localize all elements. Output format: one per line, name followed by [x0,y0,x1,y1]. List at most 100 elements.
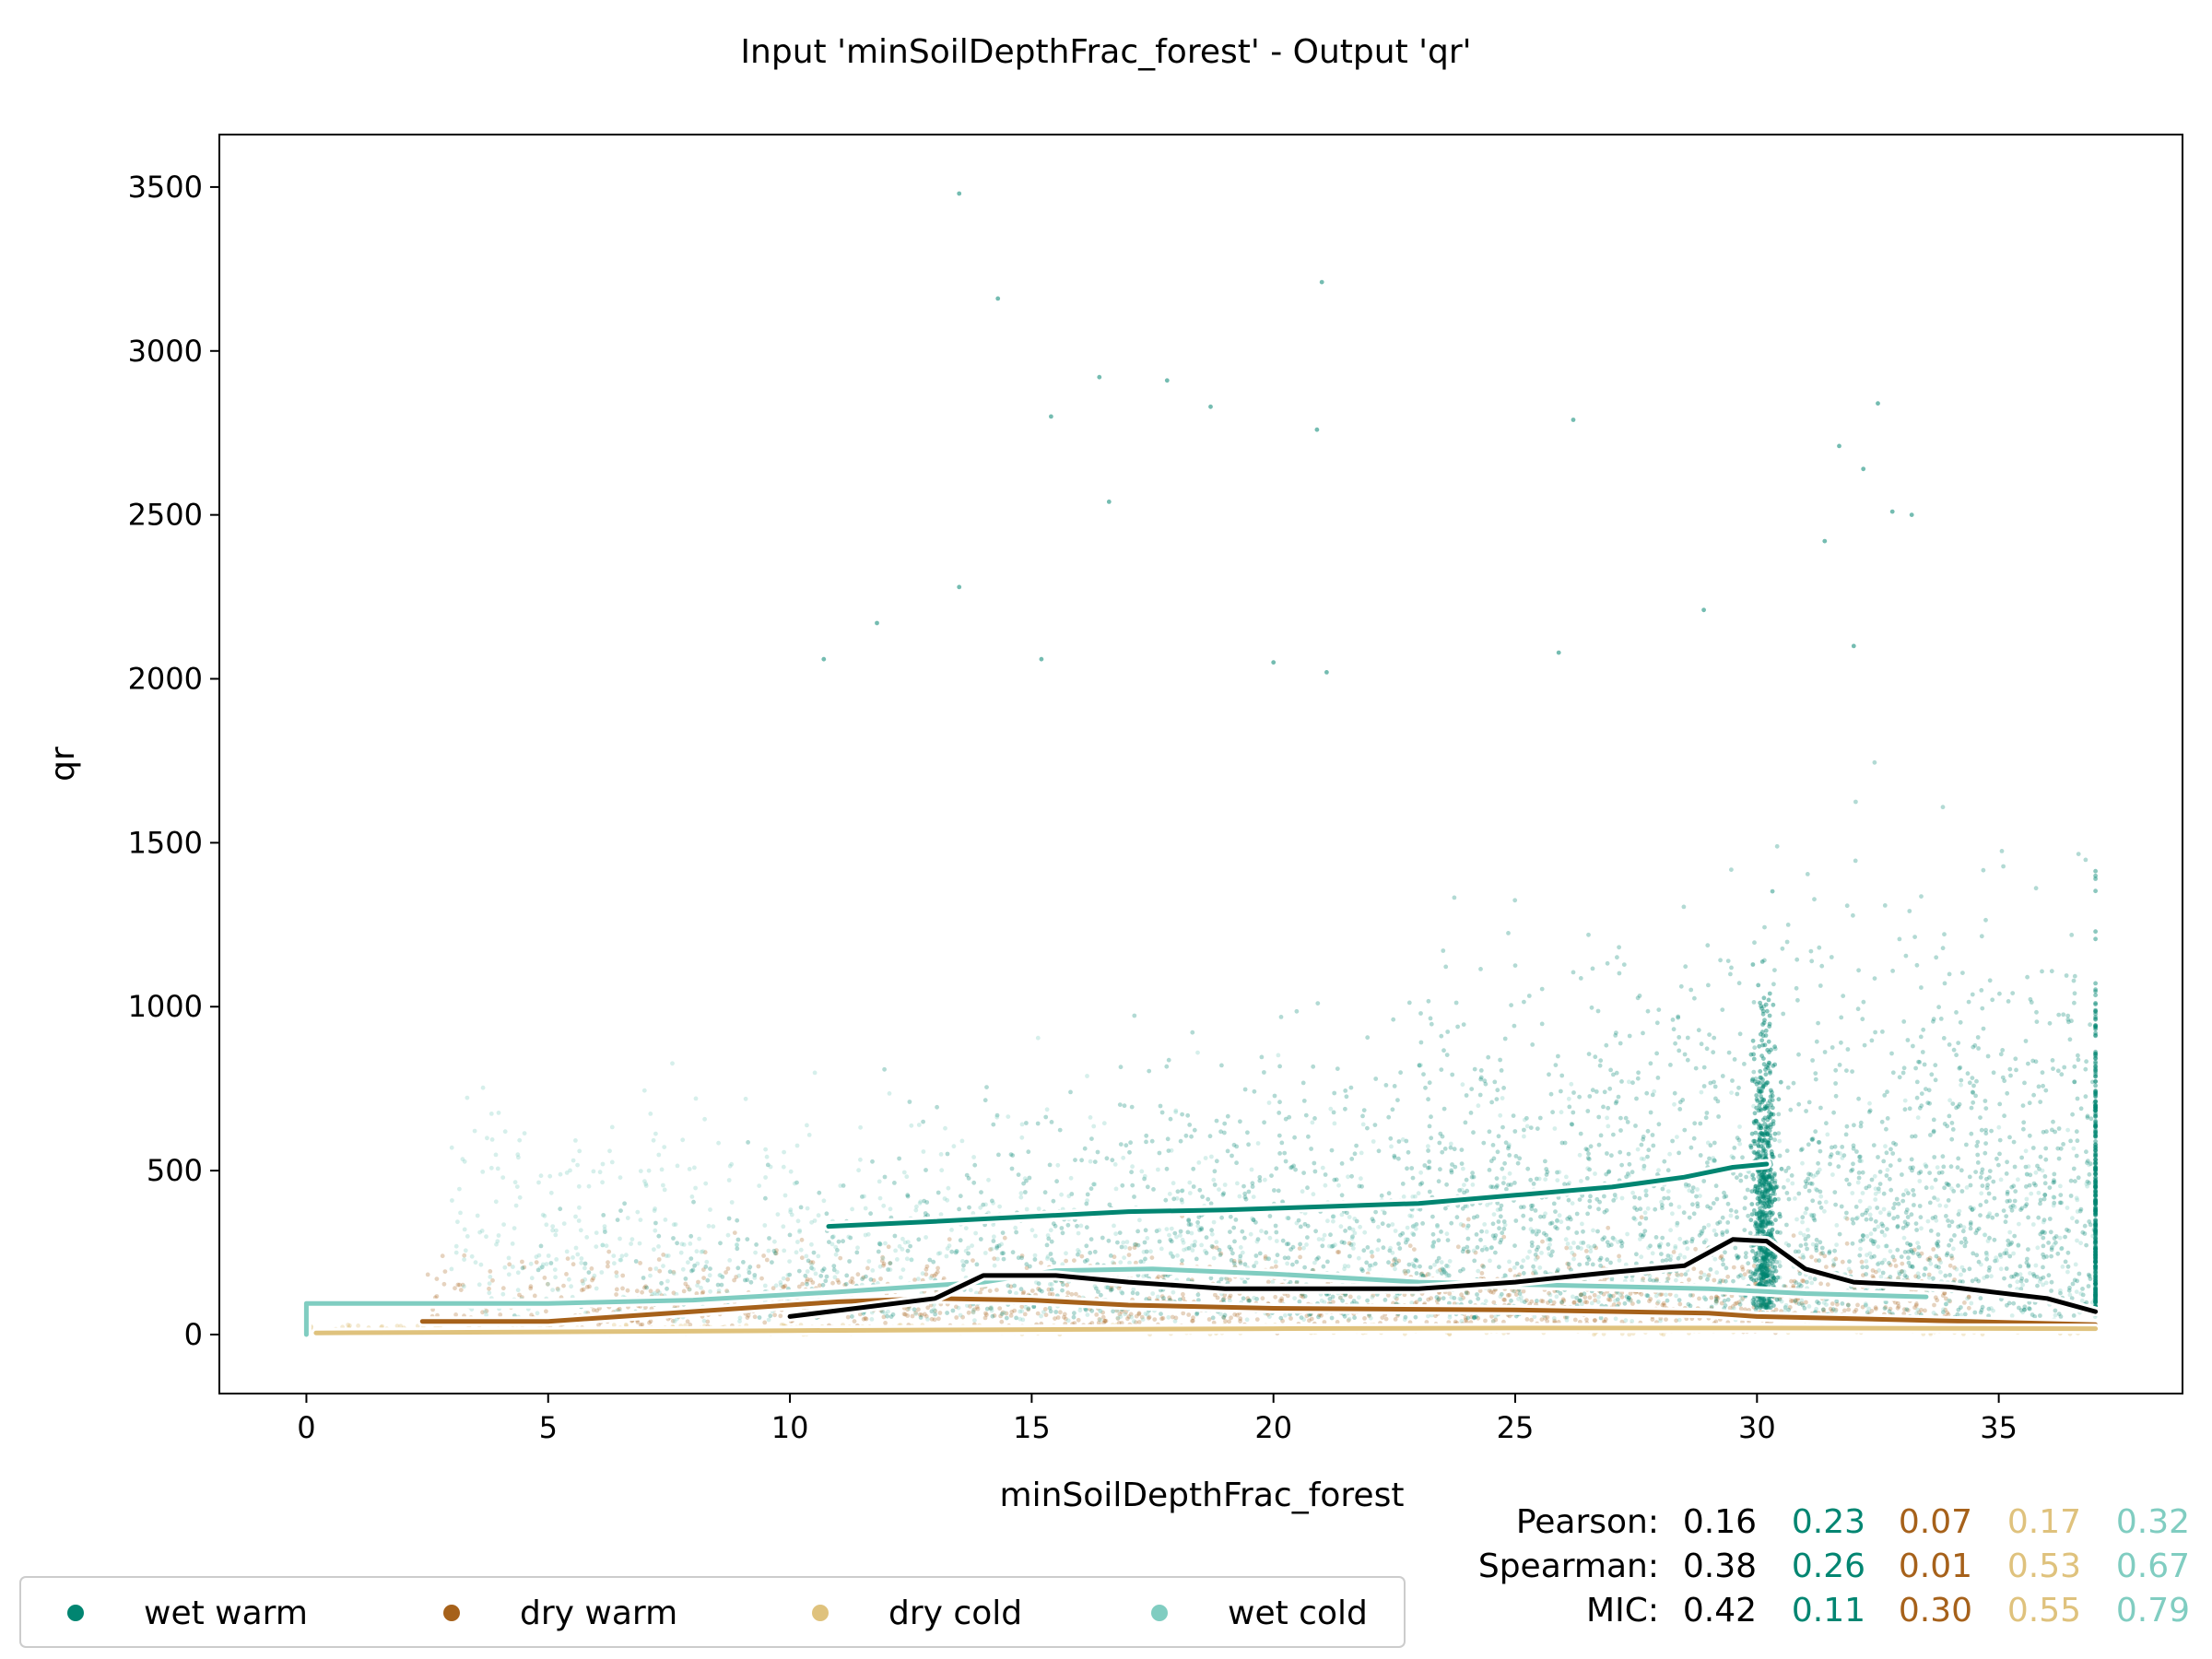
scatter-point [1772,1137,1777,1143]
scatter-point [513,1203,519,1208]
scatter-point [1662,1159,1667,1164]
scatter-point [1671,1250,1677,1254]
scatter-point [1944,1214,1948,1218]
scatter-point [1163,1197,1169,1203]
scatter-point [792,1181,797,1186]
scatter-point [1978,1115,1983,1120]
scatter-point [1213,1292,1218,1298]
scatter-point [620,1286,625,1291]
scatter-point [1736,1085,1741,1090]
scatter-point [1328,1106,1334,1112]
scatter-point [1273,1223,1278,1229]
scatter-point [1795,997,1800,1003]
scatter-point [1531,1264,1535,1269]
scatter-point [1427,1272,1431,1277]
scatter-point [1877,1182,1883,1186]
scatter-point [653,1228,658,1233]
scatter-point [1566,1226,1571,1230]
scatter-point [2080,1230,2086,1235]
scatter-point [2007,1230,2013,1235]
scatter-point [1955,1312,1960,1317]
scatter-point [1180,1112,1184,1117]
scatter-point [1024,1178,1029,1183]
scatter-point [1305,1223,1311,1229]
scatter-point [1051,1221,1056,1227]
scatter-point [1325,1259,1330,1265]
scatter-point [1796,1052,1801,1057]
scatter-point [2006,1238,2011,1243]
scatter-point [1973,1277,1979,1282]
scatter-point [1549,1220,1555,1226]
scatter-point [1655,1076,1661,1080]
scatter-point [943,1125,947,1131]
scatter-point [1188,1222,1194,1227]
scatter-point [1365,1298,1370,1303]
scatter-point [1881,1159,1887,1164]
scatter-point [594,1244,599,1249]
scatter-point [2053,1129,2058,1135]
scatter-point [1799,1300,1805,1306]
scatter-point [905,1307,911,1312]
scatter-point [1539,986,1545,992]
scatter-point [1362,1316,1367,1321]
scatter-point [1009,1310,1015,1314]
scatter-point [1117,1230,1123,1235]
scatter-point [1956,1307,1961,1312]
scatter-point [1427,1159,1432,1164]
scatter-point [2034,1019,2040,1024]
scatter-point [1526,994,1532,998]
scatter-point [1098,1317,1103,1323]
scatter-point [1361,1108,1367,1112]
scatter-point [1490,1289,1496,1295]
scatter-point [2033,1182,2038,1188]
scatter-point [1942,1290,1947,1296]
scatter-point [864,1274,868,1279]
scatter-point [1644,1090,1650,1096]
scatter-point [1903,953,1909,959]
scatter-point [1512,1023,1517,1029]
scatter-point [1851,1146,1856,1151]
scatter-point [1595,1008,1601,1014]
scatter-point [1801,1254,1806,1260]
scatter-point [1856,1171,1862,1175]
scatter-point [462,1257,466,1262]
scatter-point [1298,1224,1303,1230]
scatter-point [1675,1272,1679,1277]
scatter-point [1756,1272,1760,1277]
scatter-point [1360,1268,1365,1274]
scatter-point [1891,1206,1896,1211]
scatter-point [982,1098,988,1103]
scatter-point [913,1311,918,1315]
scatter-point [1430,1231,1436,1237]
scatter-point [1919,985,1924,990]
scatter-point [699,1249,704,1254]
scatter-point [711,1224,716,1230]
scatter-point [1872,976,1877,981]
scatter-point [1180,1258,1184,1264]
scatter-point [1088,1115,1093,1120]
scatter-point [1486,1054,1491,1060]
scatter-point [1598,1058,1604,1064]
scatter-point [1709,1304,1714,1310]
scatter-point [916,1237,922,1242]
scatter-point [1335,1066,1340,1071]
scatter-point [493,1152,499,1158]
scatter-point [1699,1089,1704,1095]
scatter-point [1008,1313,1014,1318]
scatter-point [1925,1100,1931,1105]
scatter-point [1583,1295,1588,1300]
scatter-point [1724,1228,1730,1233]
scatter-point [1457,1188,1463,1193]
scatter-point [1984,1253,1990,1258]
scatter-point [1670,1018,1676,1022]
scatter-point [1947,1298,1952,1303]
scatter-point [878,1277,883,1281]
scatter-point [665,1278,670,1284]
scatter-point [1147,1296,1152,1301]
scatter-point [1547,1299,1553,1303]
scatter-point [1280,1238,1286,1243]
scatter-point [1129,1104,1135,1110]
scatter-point [1325,1218,1330,1224]
scatter-point [1855,1006,1861,1012]
scatter-point [2038,1313,2042,1318]
